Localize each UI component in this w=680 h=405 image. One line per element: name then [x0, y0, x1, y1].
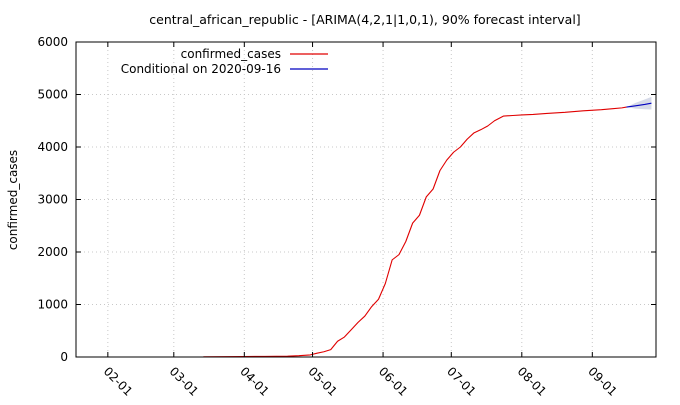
x-tick-label: 08-01 — [515, 364, 550, 399]
x-tick-label: 02-01 — [101, 364, 136, 399]
x-tick-label: 03-01 — [167, 364, 202, 399]
y-tick-label: 1000 — [37, 298, 68, 312]
legend-label-conditional: Conditional on 2020-09-16 — [121, 62, 281, 76]
series-line-conditional-forecast — [626, 102, 652, 108]
y-tick-label: 4000 — [37, 140, 68, 154]
y-axis-label: confirmed_cases — [6, 150, 20, 250]
chart-title: central_african_republic - [ARIMA(4,2,1|… — [149, 12, 580, 27]
y-tick-label: 5000 — [37, 88, 68, 102]
x-tick-label: 04-01 — [237, 364, 272, 399]
grid-layer — [76, 42, 656, 357]
x-tick-label: 09-01 — [585, 364, 620, 399]
tick-layer: 0 1000 2000 3000 4000 5000 6000 02-01 03-01 04-01… — [37, 35, 656, 399]
x-tick-label: 06-01 — [376, 364, 411, 399]
series-layer — [203, 102, 652, 358]
legend-label-confirmed-cases: confirmed_cases — [181, 47, 281, 61]
x-tick-label: 07-01 — [444, 364, 479, 399]
y-tick-label: 3000 — [37, 193, 68, 207]
forecast-interval-layer — [626, 96, 652, 110]
y-tick-label: 0 — [60, 350, 68, 364]
x-tick-label: 05-01 — [305, 364, 340, 399]
y-tick-label: 6000 — [37, 35, 68, 49]
forecast-interval-band — [626, 96, 652, 110]
legend: confirmed_cases Conditional on 2020-09-1… — [121, 47, 328, 76]
series-line-confirmed-cases — [203, 106, 627, 358]
y-tick-label: 2000 — [37, 245, 68, 259]
